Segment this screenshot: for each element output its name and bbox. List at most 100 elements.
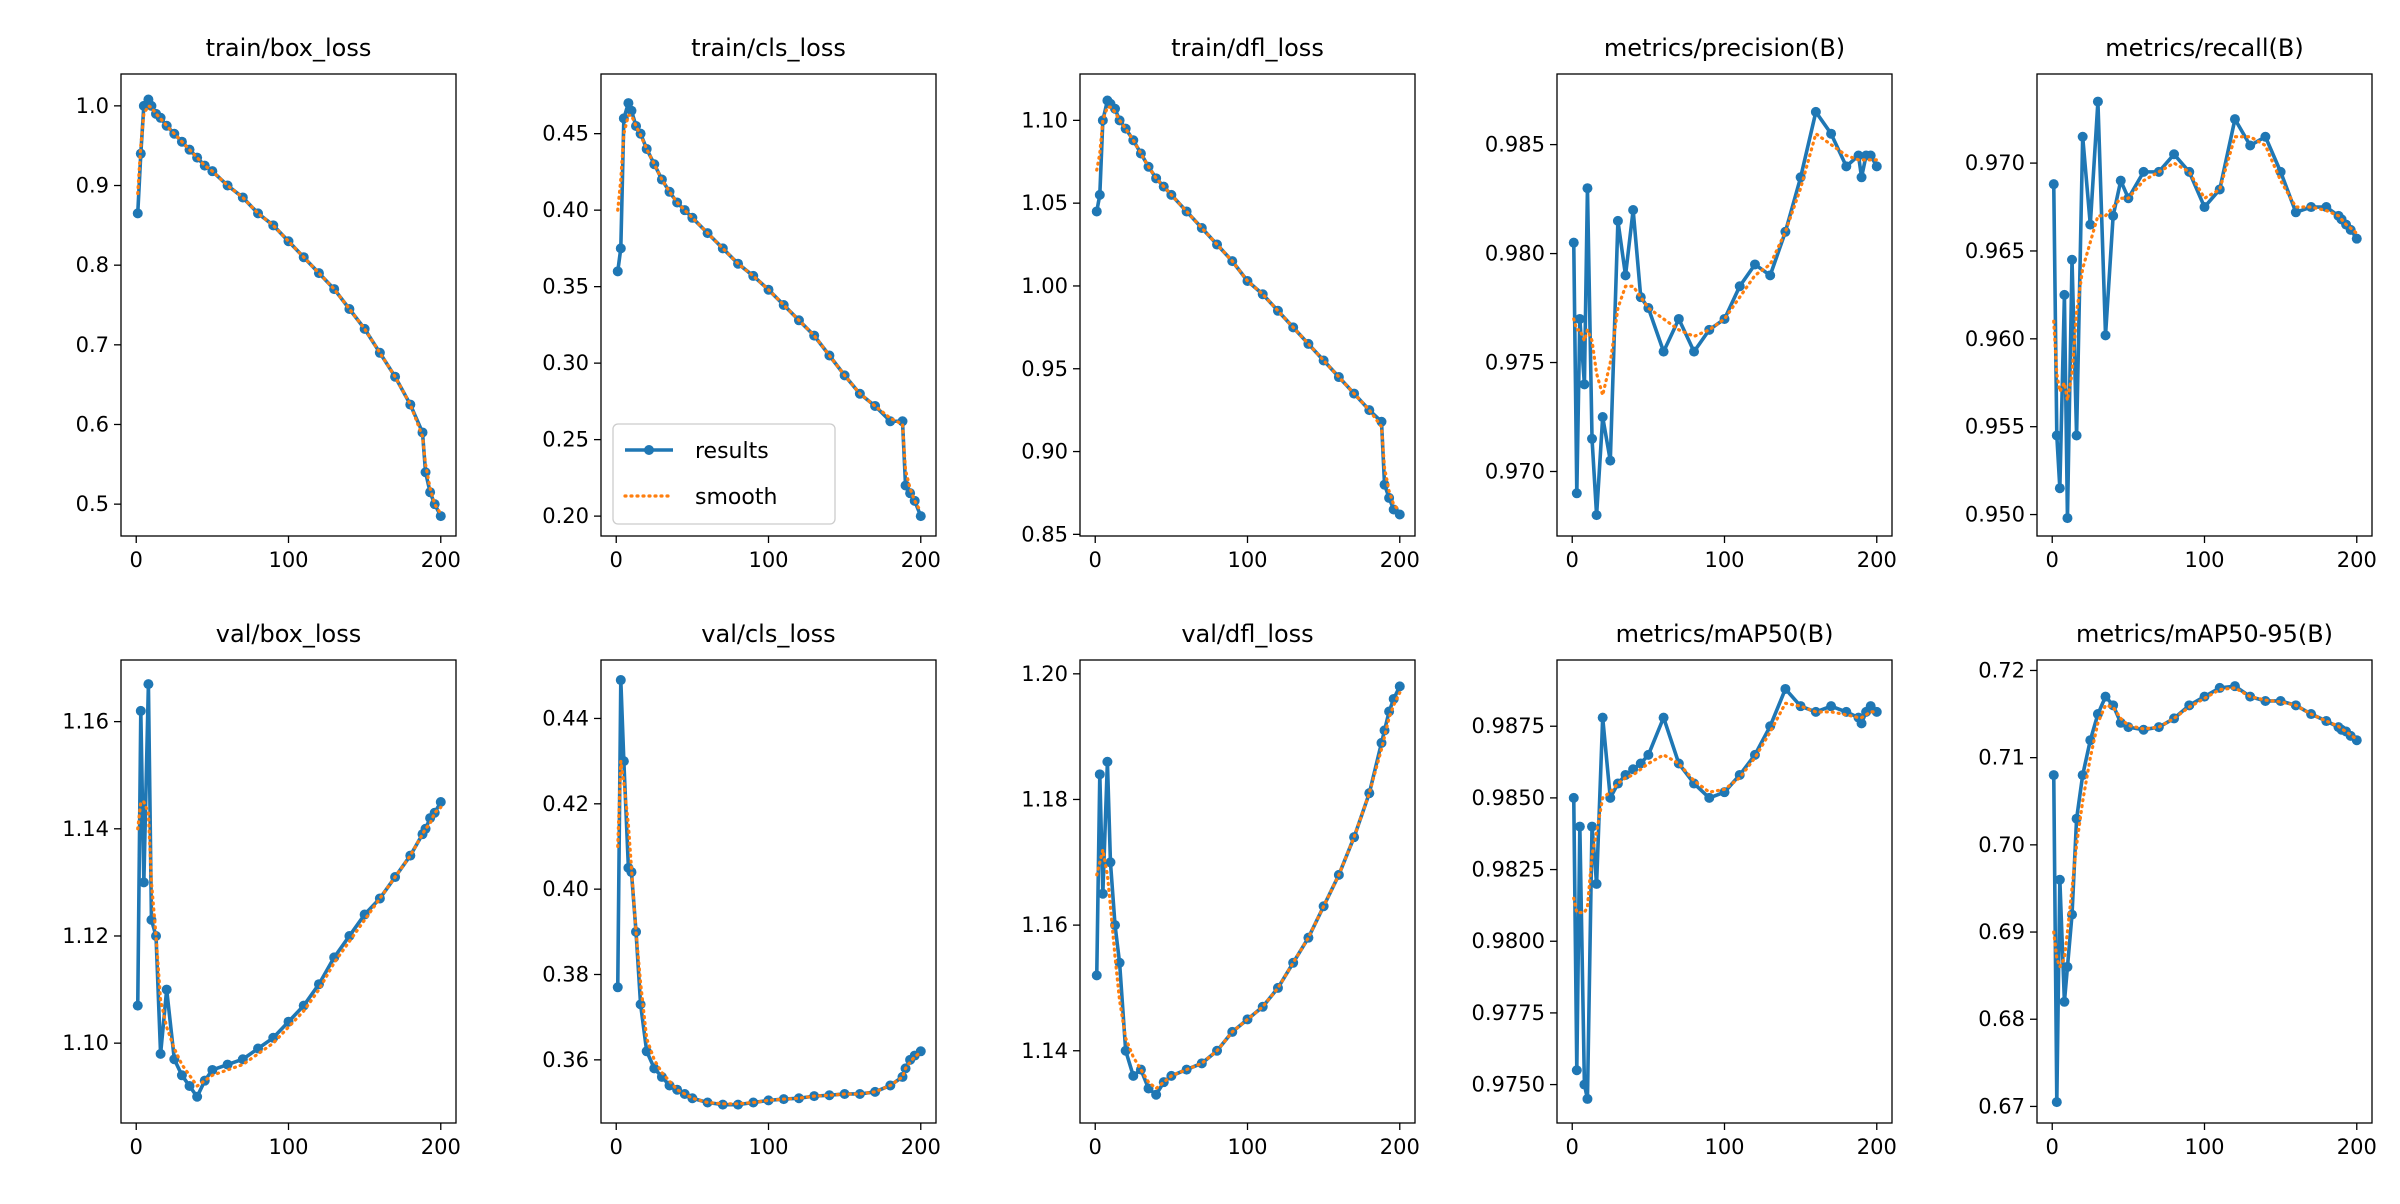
subplot-title: metrics/mAP50-95(B) <box>2076 620 2333 648</box>
marker <box>1094 769 1105 780</box>
marker <box>2051 430 2062 441</box>
smooth-line <box>616 759 923 1106</box>
plot-area <box>132 94 446 522</box>
subplot: val/cls_loss 0.36 0.38 0.40 0.42 0.44 0 100 200 <box>542 620 941 1159</box>
y-tick-label: 0.970 <box>1965 151 2025 175</box>
plot-area <box>1091 95 1405 520</box>
marker <box>2108 210 2119 221</box>
marker <box>2048 770 2059 781</box>
marker <box>151 930 162 941</box>
legend: results smooth <box>612 423 836 525</box>
y-tick-label: 0.8 <box>76 253 109 277</box>
marker <box>2054 874 2065 885</box>
results-line <box>2051 99 2359 520</box>
y-tick-label: 0.9825 <box>1472 858 1545 882</box>
smooth-line <box>1572 132 1879 397</box>
marker <box>1658 346 1669 357</box>
y-tick-label: 0.45 <box>542 122 589 146</box>
x-tick-label: 200 <box>901 1135 941 1159</box>
subplot-title: train/box_loss <box>206 34 372 62</box>
marker <box>2229 114 2240 125</box>
marker <box>1394 681 1405 692</box>
y-tick-label: 0.70 <box>1978 833 2025 857</box>
marker <box>1749 259 1760 270</box>
smooth-line <box>1095 105 1402 513</box>
marker <box>207 1064 218 1075</box>
y-tick-label: 0.68 <box>1978 1007 2025 1031</box>
marker <box>1704 792 1715 803</box>
y-tick-label: 0.38 <box>542 962 589 986</box>
x-tick-label: 100 <box>1704 548 1744 572</box>
marker <box>2092 96 2103 107</box>
y-tick-label: 0.36 <box>542 1048 589 1072</box>
marker <box>298 1000 309 1011</box>
subplot-title: val/dfl_loss <box>1181 620 1313 648</box>
y-tick-label: 0.9750 <box>1472 1073 1545 1097</box>
x-tick-label: 100 <box>1227 548 1267 572</box>
y-tick-label: 0.42 <box>542 792 589 816</box>
y-tick-label: 0.9 <box>76 174 109 198</box>
marker <box>612 266 623 277</box>
marker <box>1620 769 1631 780</box>
y-tick-label: 0.25 <box>542 428 589 452</box>
marker <box>344 930 355 941</box>
plot-area <box>1568 106 1882 521</box>
marker <box>2169 149 2180 160</box>
marker <box>1571 1065 1582 1076</box>
marker <box>1579 1079 1590 1090</box>
marker <box>1871 161 1882 172</box>
marker <box>1620 270 1631 281</box>
marker <box>155 1048 166 1059</box>
axes-frame <box>600 73 937 537</box>
marker <box>1120 1045 1131 1056</box>
marker <box>763 1095 774 1106</box>
marker <box>1128 1070 1139 1081</box>
y-tick-label: 1.00 <box>1021 274 1068 298</box>
plot-area <box>1091 681 1405 1100</box>
marker <box>2199 202 2210 213</box>
marker <box>2260 131 2271 142</box>
marker <box>626 105 637 116</box>
marker <box>1597 712 1608 723</box>
axes-frame <box>2036 659 2373 1124</box>
marker <box>1091 970 1102 981</box>
marker <box>1587 433 1598 444</box>
y-tick-label: 0.7 <box>76 333 109 357</box>
marker <box>1582 183 1593 194</box>
smooth-line <box>1572 701 1879 915</box>
marker <box>1097 888 1108 899</box>
marker <box>1856 172 1867 183</box>
marker <box>161 984 172 995</box>
marker <box>2100 330 2111 341</box>
marker <box>2071 813 2082 824</box>
results-line <box>615 678 922 1107</box>
marker <box>1591 510 1602 521</box>
marker <box>1579 379 1590 390</box>
x-tick-label: 100 <box>2184 1135 2224 1159</box>
y-tick-label: 0.72 <box>1978 658 2025 682</box>
y-tick-label: 0.20 <box>542 504 589 528</box>
marker <box>1388 693 1399 704</box>
marker <box>649 1063 660 1074</box>
x-tick-label: 200 <box>1857 1135 1897 1159</box>
marker <box>1568 237 1579 248</box>
y-tick-label: 0.985 <box>1485 133 1545 157</box>
subplot: train/cls_loss 0.20 0.25 0.30 0.35 0.40 0.45 0 1… <box>542 34 941 572</box>
marker <box>2275 166 2286 177</box>
subplot-title: metrics/mAP50(B) <box>1616 620 1834 648</box>
y-tick-label: 1.14 <box>1021 1039 1068 1063</box>
marker <box>2059 289 2070 300</box>
subplot-title: metrics/recall(B) <box>2105 34 2303 62</box>
marker <box>176 1070 187 1081</box>
x-tick-label: 100 <box>2184 548 2224 572</box>
marker <box>1853 150 1864 161</box>
marker <box>2290 207 2301 218</box>
y-tick-label: 1.20 <box>1021 662 1068 686</box>
y-tick-label: 0.960 <box>1965 327 2025 351</box>
marker <box>1810 106 1821 117</box>
axes-frame <box>120 659 457 1124</box>
marker <box>1102 756 1113 767</box>
marker <box>2077 770 2088 781</box>
y-tick-label: 0.975 <box>1485 351 1545 375</box>
